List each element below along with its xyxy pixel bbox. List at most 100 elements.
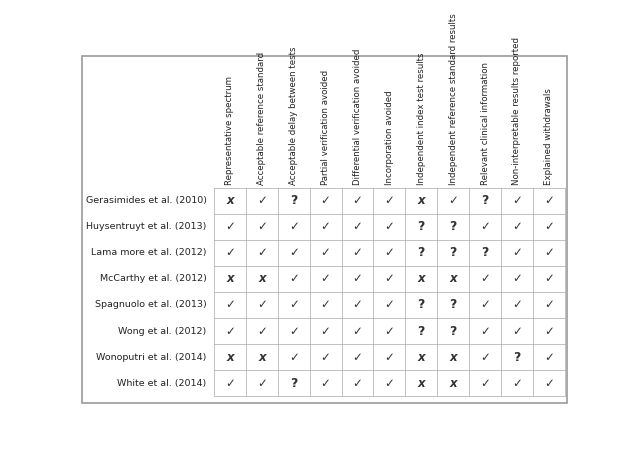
Text: Representative spectrum: Representative spectrum [225, 76, 234, 185]
Text: Explained withdrawals: Explained withdrawals [544, 88, 553, 185]
Text: ✓: ✓ [544, 220, 554, 233]
Text: ✓: ✓ [321, 377, 330, 389]
Text: ✓: ✓ [544, 298, 554, 312]
Text: McCarthy et al. (2012): McCarthy et al. (2012) [100, 274, 206, 283]
Text: Acceptable reference standard: Acceptable reference standard [258, 52, 266, 185]
Text: ✓: ✓ [321, 246, 330, 259]
Text: Huysentruyt et al. (2013): Huysentruyt et al. (2013) [86, 222, 206, 231]
Text: x: x [449, 273, 457, 285]
Text: ✓: ✓ [353, 220, 363, 233]
Text: Spagnuolo et al. (2013): Spagnuolo et al. (2013) [95, 300, 206, 309]
Text: ✓: ✓ [321, 351, 330, 364]
Text: ?: ? [418, 298, 425, 312]
Text: ✓: ✓ [544, 194, 554, 207]
Text: ✓: ✓ [384, 298, 394, 312]
Text: ✓: ✓ [289, 246, 299, 259]
Text: ✓: ✓ [289, 220, 299, 233]
Text: ?: ? [449, 220, 457, 233]
Text: ✓: ✓ [321, 220, 330, 233]
Text: ✓: ✓ [480, 220, 490, 233]
Text: x: x [258, 351, 266, 364]
Text: Relevant clinical information: Relevant clinical information [480, 62, 489, 185]
Text: ✓: ✓ [512, 377, 522, 389]
Text: ✓: ✓ [353, 298, 363, 312]
Text: Differential verification avoided: Differential verification avoided [353, 49, 362, 185]
Text: ✓: ✓ [512, 246, 522, 259]
Text: Partial verification avoided: Partial verification avoided [321, 70, 330, 185]
Text: ✓: ✓ [353, 351, 363, 364]
Text: ✓: ✓ [384, 246, 394, 259]
Text: ✓: ✓ [544, 351, 554, 364]
Text: Acceptable delay between tests: Acceptable delay between tests [289, 46, 298, 185]
Text: ✓: ✓ [512, 273, 522, 285]
Text: ✓: ✓ [544, 324, 554, 338]
Text: ✓: ✓ [353, 194, 363, 207]
Text: ✓: ✓ [384, 220, 394, 233]
Text: ✓: ✓ [353, 246, 363, 259]
Text: ✓: ✓ [321, 194, 330, 207]
Text: Independent reference standard results: Independent reference standard results [449, 13, 458, 185]
Text: x: x [449, 377, 457, 389]
Text: Independent index test results: Independent index test results [417, 52, 426, 185]
Text: x: x [449, 351, 457, 364]
Text: ✓: ✓ [257, 324, 266, 338]
Text: ✓: ✓ [448, 194, 458, 207]
Text: ✓: ✓ [480, 324, 490, 338]
Text: ✓: ✓ [353, 377, 363, 389]
Text: ✓: ✓ [512, 220, 522, 233]
Text: ✓: ✓ [384, 324, 394, 338]
Text: ✓: ✓ [544, 273, 554, 285]
Text: x: x [226, 351, 234, 364]
Text: x: x [418, 273, 425, 285]
Text: ?: ? [481, 246, 489, 259]
Text: ✓: ✓ [289, 324, 299, 338]
Text: ✓: ✓ [257, 194, 266, 207]
Text: Incorporation avoided: Incorporation avoided [385, 90, 394, 185]
Text: ✓: ✓ [289, 351, 299, 364]
Text: ✓: ✓ [353, 324, 363, 338]
Text: ✓: ✓ [289, 298, 299, 312]
Text: ✓: ✓ [480, 351, 490, 364]
Text: ✓: ✓ [289, 273, 299, 285]
Text: ✓: ✓ [257, 377, 266, 389]
Text: ?: ? [418, 324, 425, 338]
Text: ?: ? [481, 194, 489, 207]
Text: Wong et al. (2012): Wong et al. (2012) [118, 327, 206, 335]
Text: x: x [226, 194, 234, 207]
Text: x: x [418, 194, 425, 207]
Text: ✓: ✓ [225, 377, 235, 389]
Text: ✓: ✓ [225, 324, 235, 338]
Text: x: x [418, 377, 425, 389]
Text: ✓: ✓ [225, 246, 235, 259]
Text: ✓: ✓ [384, 194, 394, 207]
Text: ✓: ✓ [384, 377, 394, 389]
Text: ✓: ✓ [480, 273, 490, 285]
Text: x: x [226, 273, 234, 285]
Text: Gerasimides et al. (2010): Gerasimides et al. (2010) [85, 196, 206, 205]
Text: ✓: ✓ [512, 324, 522, 338]
Text: ?: ? [290, 377, 298, 389]
Text: x: x [258, 273, 266, 285]
Text: ✓: ✓ [512, 194, 522, 207]
Text: ✓: ✓ [384, 273, 394, 285]
Text: ?: ? [449, 246, 457, 259]
Text: ✓: ✓ [544, 377, 554, 389]
Text: ✓: ✓ [353, 273, 363, 285]
Text: ?: ? [290, 194, 298, 207]
Text: ✓: ✓ [384, 351, 394, 364]
Text: ?: ? [449, 324, 457, 338]
Text: x: x [418, 351, 425, 364]
Text: ✓: ✓ [544, 246, 554, 259]
Text: ✓: ✓ [225, 298, 235, 312]
Text: ✓: ✓ [480, 298, 490, 312]
Text: ✓: ✓ [225, 220, 235, 233]
Text: Lama more et al. (2012): Lama more et al. (2012) [91, 248, 206, 258]
Text: ✓: ✓ [257, 298, 266, 312]
Text: ?: ? [449, 298, 457, 312]
Text: Non-interpretable results reported: Non-interpretable results reported [513, 37, 522, 185]
Text: ✓: ✓ [257, 220, 266, 233]
Text: Wonoputri et al. (2014): Wonoputri et al. (2014) [96, 353, 206, 362]
Text: White et al. (2014): White et al. (2014) [118, 379, 206, 388]
Text: ?: ? [513, 351, 521, 364]
Text: ✓: ✓ [512, 298, 522, 312]
